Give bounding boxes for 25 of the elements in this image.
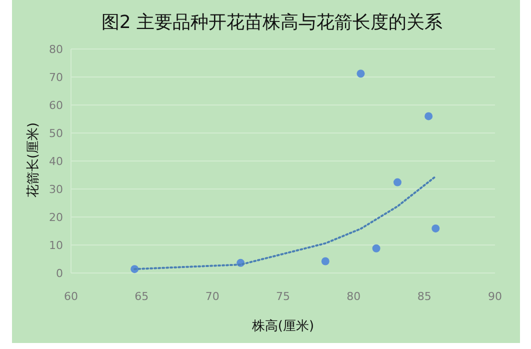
y-tick-label: 60 <box>49 99 63 112</box>
y-tick-label: 10 <box>49 239 63 252</box>
x-tick-label: 85 <box>417 290 432 303</box>
y-axis-title: 花箭长(厘米) <box>26 122 41 198</box>
point <box>432 224 440 232</box>
y-tick-label: 50 <box>49 127 63 140</box>
point <box>424 112 433 120</box>
point <box>372 244 380 252</box>
point <box>321 257 330 266</box>
y-tick-label: 30 <box>49 183 63 196</box>
x-tick-label: 65 <box>134 290 149 303</box>
y-tick-label: 0 <box>56 267 63 280</box>
point <box>393 178 402 186</box>
y-tick-label: 20 <box>49 211 63 224</box>
x-tick-label: 80 <box>346 290 361 303</box>
point <box>356 70 365 78</box>
y-tick-label: 40 <box>49 155 63 168</box>
y-tick-label: 80 <box>49 43 63 56</box>
y-tick-label: 70 <box>49 71 63 84</box>
x-tick-label: 70 <box>205 290 220 303</box>
chart-title: 图2 主要品种开花苗株高与花箭长度的关系 <box>101 12 443 33</box>
x-tick-label: 75 <box>276 290 290 303</box>
x-tick-label: 90 <box>488 290 502 303</box>
x-tick-label: 60 <box>64 290 78 303</box>
x-axis-title: 株高(厘米) <box>250 318 314 334</box>
